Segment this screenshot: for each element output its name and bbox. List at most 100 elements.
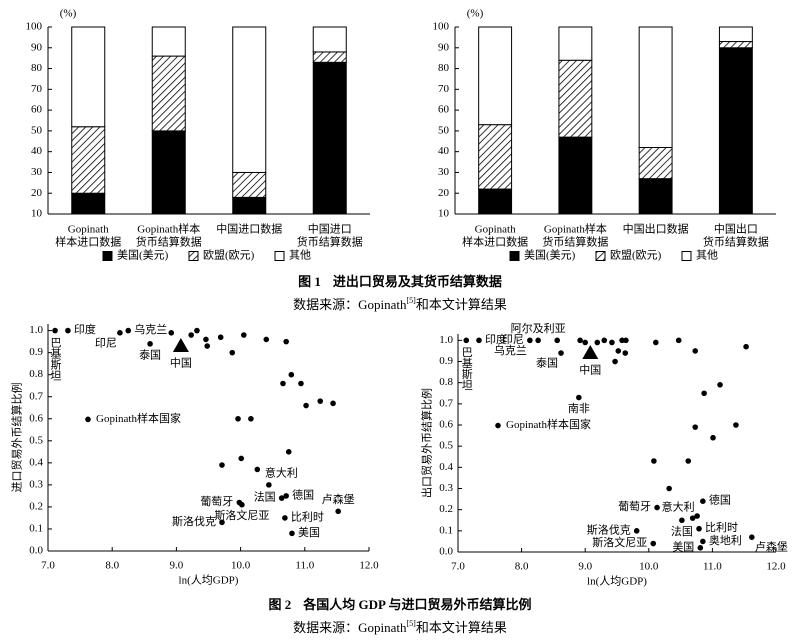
y-tick-label: 0.0 [439, 546, 453, 558]
bar-segment [232, 26, 267, 173]
legend-label: Gopinath样本国家 [96, 411, 181, 425]
annotation: 美国 [672, 540, 694, 553]
figure-2-caption: 图 2 各国人均 GDP 与进口贸易外币结算比例 [269, 597, 532, 612]
point [700, 538, 706, 545]
point [689, 515, 696, 521]
annotation: 南非 [568, 402, 590, 415]
y-tick-label: 10 [438, 208, 450, 220]
point [254, 466, 261, 473]
bar-segment [312, 26, 347, 53]
y-tick-label: 0.3 [439, 482, 453, 494]
annotation: 印尼 [502, 333, 524, 346]
y-tick-label: 70 [31, 83, 43, 95]
point [147, 341, 153, 347]
reference: [5] [407, 296, 417, 305]
x-tick-label: 8.0 [515, 561, 529, 573]
point [623, 337, 629, 344]
bar-segment [558, 26, 593, 61]
annotation: 葡萄牙 [200, 495, 233, 508]
y-tick-label: 50 [31, 124, 43, 136]
point [696, 525, 702, 532]
annotation: 阿尔及利亚 [511, 322, 566, 335]
point [330, 400, 336, 407]
y-tick-label: 0.9 [439, 355, 453, 367]
y-tick-label: 0.7 [29, 390, 43, 402]
y-axis-label: 进口贸易外币结算比例 [10, 383, 24, 493]
point [601, 337, 608, 344]
annotation: 法国 [671, 524, 693, 538]
point [594, 339, 601, 346]
y-axis-label: (%) [467, 8, 484, 20]
bar-segment [71, 26, 106, 128]
annotation: 葡萄牙 [618, 500, 651, 513]
y-axis-label: 出口贸易外币结算比例 [420, 388, 434, 498]
annotation: 斯洛伐克 [587, 522, 631, 536]
figure-number: 图 2 [269, 597, 292, 612]
annotation: 斯洛文尼亚 [214, 508, 269, 522]
bar-segment [478, 124, 513, 190]
annotation: 意大利 [662, 500, 695, 514]
point [692, 424, 699, 430]
point [65, 327, 71, 334]
y-tick-label: 0.8 [439, 376, 453, 388]
y-tick-label: 40 [438, 145, 450, 157]
annotation: 斯洛伐克 [172, 514, 216, 528]
bar-segment [638, 178, 673, 215]
point [576, 394, 582, 401]
reference: [5] [407, 619, 417, 628]
y-tick-label: 80 [31, 62, 43, 74]
point [335, 508, 341, 515]
annotation: 巴基斯坦 [460, 346, 473, 390]
legend-swatch [188, 251, 199, 261]
annotation: 奥地利 [709, 533, 742, 547]
y-tick-label: 60 [438, 104, 450, 116]
x-tick-label: 7.0 [451, 561, 465, 573]
y-tick-label: 0.6 [439, 419, 453, 431]
annotation: 泰国 [139, 347, 161, 361]
point [622, 350, 629, 356]
annotation: 乌克兰 [134, 322, 167, 336]
x-tick-label: 样本进口数据 [55, 235, 121, 249]
x-tick-label: 货币结算数据 [542, 235, 608, 249]
source-text: 和本文计算结果 [416, 297, 507, 312]
y-tick-label: 0.4 [29, 456, 43, 468]
legend-marker [85, 416, 91, 423]
bar-segment [71, 126, 106, 194]
x-tick-label: 12.0 [359, 560, 379, 572]
point [527, 337, 533, 344]
bar-segment [638, 147, 673, 180]
source-text: 数据来源：Gopinath [293, 620, 407, 635]
figure-number: 图 1 [298, 274, 321, 289]
point-label: 中国 [170, 357, 192, 370]
x-tick-label: Gopinath [68, 224, 109, 236]
x-tick-label: 货币结算数据 [703, 235, 769, 249]
point [675, 337, 682, 344]
x-tick-label: 11.0 [295, 560, 314, 572]
y-tick-label: 10 [31, 208, 43, 220]
y-tick-label: 0.1 [29, 522, 43, 534]
point [652, 339, 659, 346]
x-tick-label: 样本进口数据 [462, 235, 528, 249]
y-tick-label: 0.3 [29, 478, 43, 490]
y-tick-label: 1.0 [29, 324, 43, 336]
point [204, 343, 211, 349]
legend-label: 欧盟(欧元) [203, 249, 255, 262]
x-tick-label: 10.0 [231, 560, 251, 572]
bar-segment [718, 41, 753, 49]
point [289, 530, 295, 537]
point [238, 455, 245, 462]
legend-marker [495, 422, 501, 429]
point [235, 415, 241, 422]
x-tick-label: 9.0 [578, 561, 592, 573]
legend-label: 美国(美元) [524, 249, 576, 262]
point [229, 349, 236, 356]
bar-segment [232, 171, 267, 198]
y-tick-label: 1.0 [439, 334, 453, 346]
annotation: 卢森堡 [322, 492, 355, 506]
point [615, 348, 622, 354]
x-axis-label: ln(人均GDP) [179, 574, 239, 587]
y-tick-label: 0.7 [439, 397, 453, 409]
annotation: 德国 [709, 493, 731, 507]
legend-swatch [102, 251, 113, 261]
annotation: 乌克兰 [494, 343, 527, 357]
